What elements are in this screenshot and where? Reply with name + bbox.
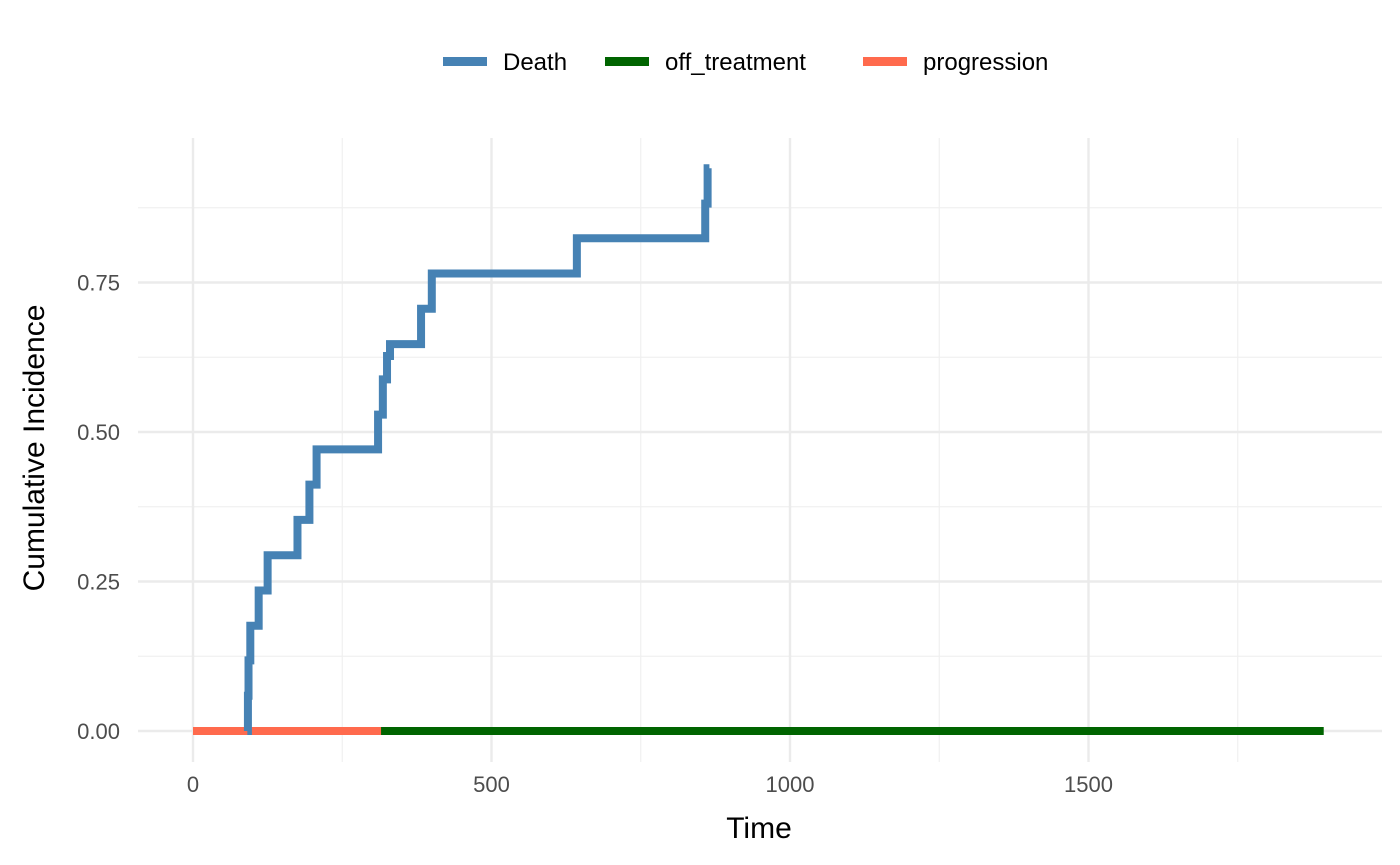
x-tick-label: 500 <box>473 772 510 797</box>
legend-key <box>863 57 907 66</box>
x-tick-label: 1500 <box>1064 772 1113 797</box>
x-axis-ticks: 0 500 1000 1500 <box>187 772 1113 797</box>
legend-item-progression: progression <box>863 49 1048 76</box>
y-axis-ticks: 0.00 0.25 0.50 0.75 <box>77 271 120 745</box>
y-tick-label: 0.25 <box>77 570 120 595</box>
x-axis-title: Time <box>726 812 792 845</box>
y-tick-label: 0.50 <box>77 420 120 445</box>
x-tick-label: 0 <box>187 772 199 797</box>
legend-label: off_treatment <box>665 49 806 76</box>
legend: Death off_treatment progression <box>443 49 1048 76</box>
legend-key <box>443 57 487 66</box>
legend-key <box>605 57 649 66</box>
legend-label: progression <box>923 49 1048 76</box>
legend-item-death: Death <box>443 49 567 76</box>
series-line-death <box>243 164 712 735</box>
legend-label: Death <box>503 49 567 76</box>
series-lines <box>193 164 1324 735</box>
y-tick-label: 0.00 <box>77 719 120 744</box>
legend-item-off-treatment: off_treatment <box>605 49 806 76</box>
y-tick-label: 0.75 <box>77 271 120 296</box>
y-axis-title: Cumulative Incidence <box>18 305 51 592</box>
x-tick-label: 1000 <box>766 772 815 797</box>
